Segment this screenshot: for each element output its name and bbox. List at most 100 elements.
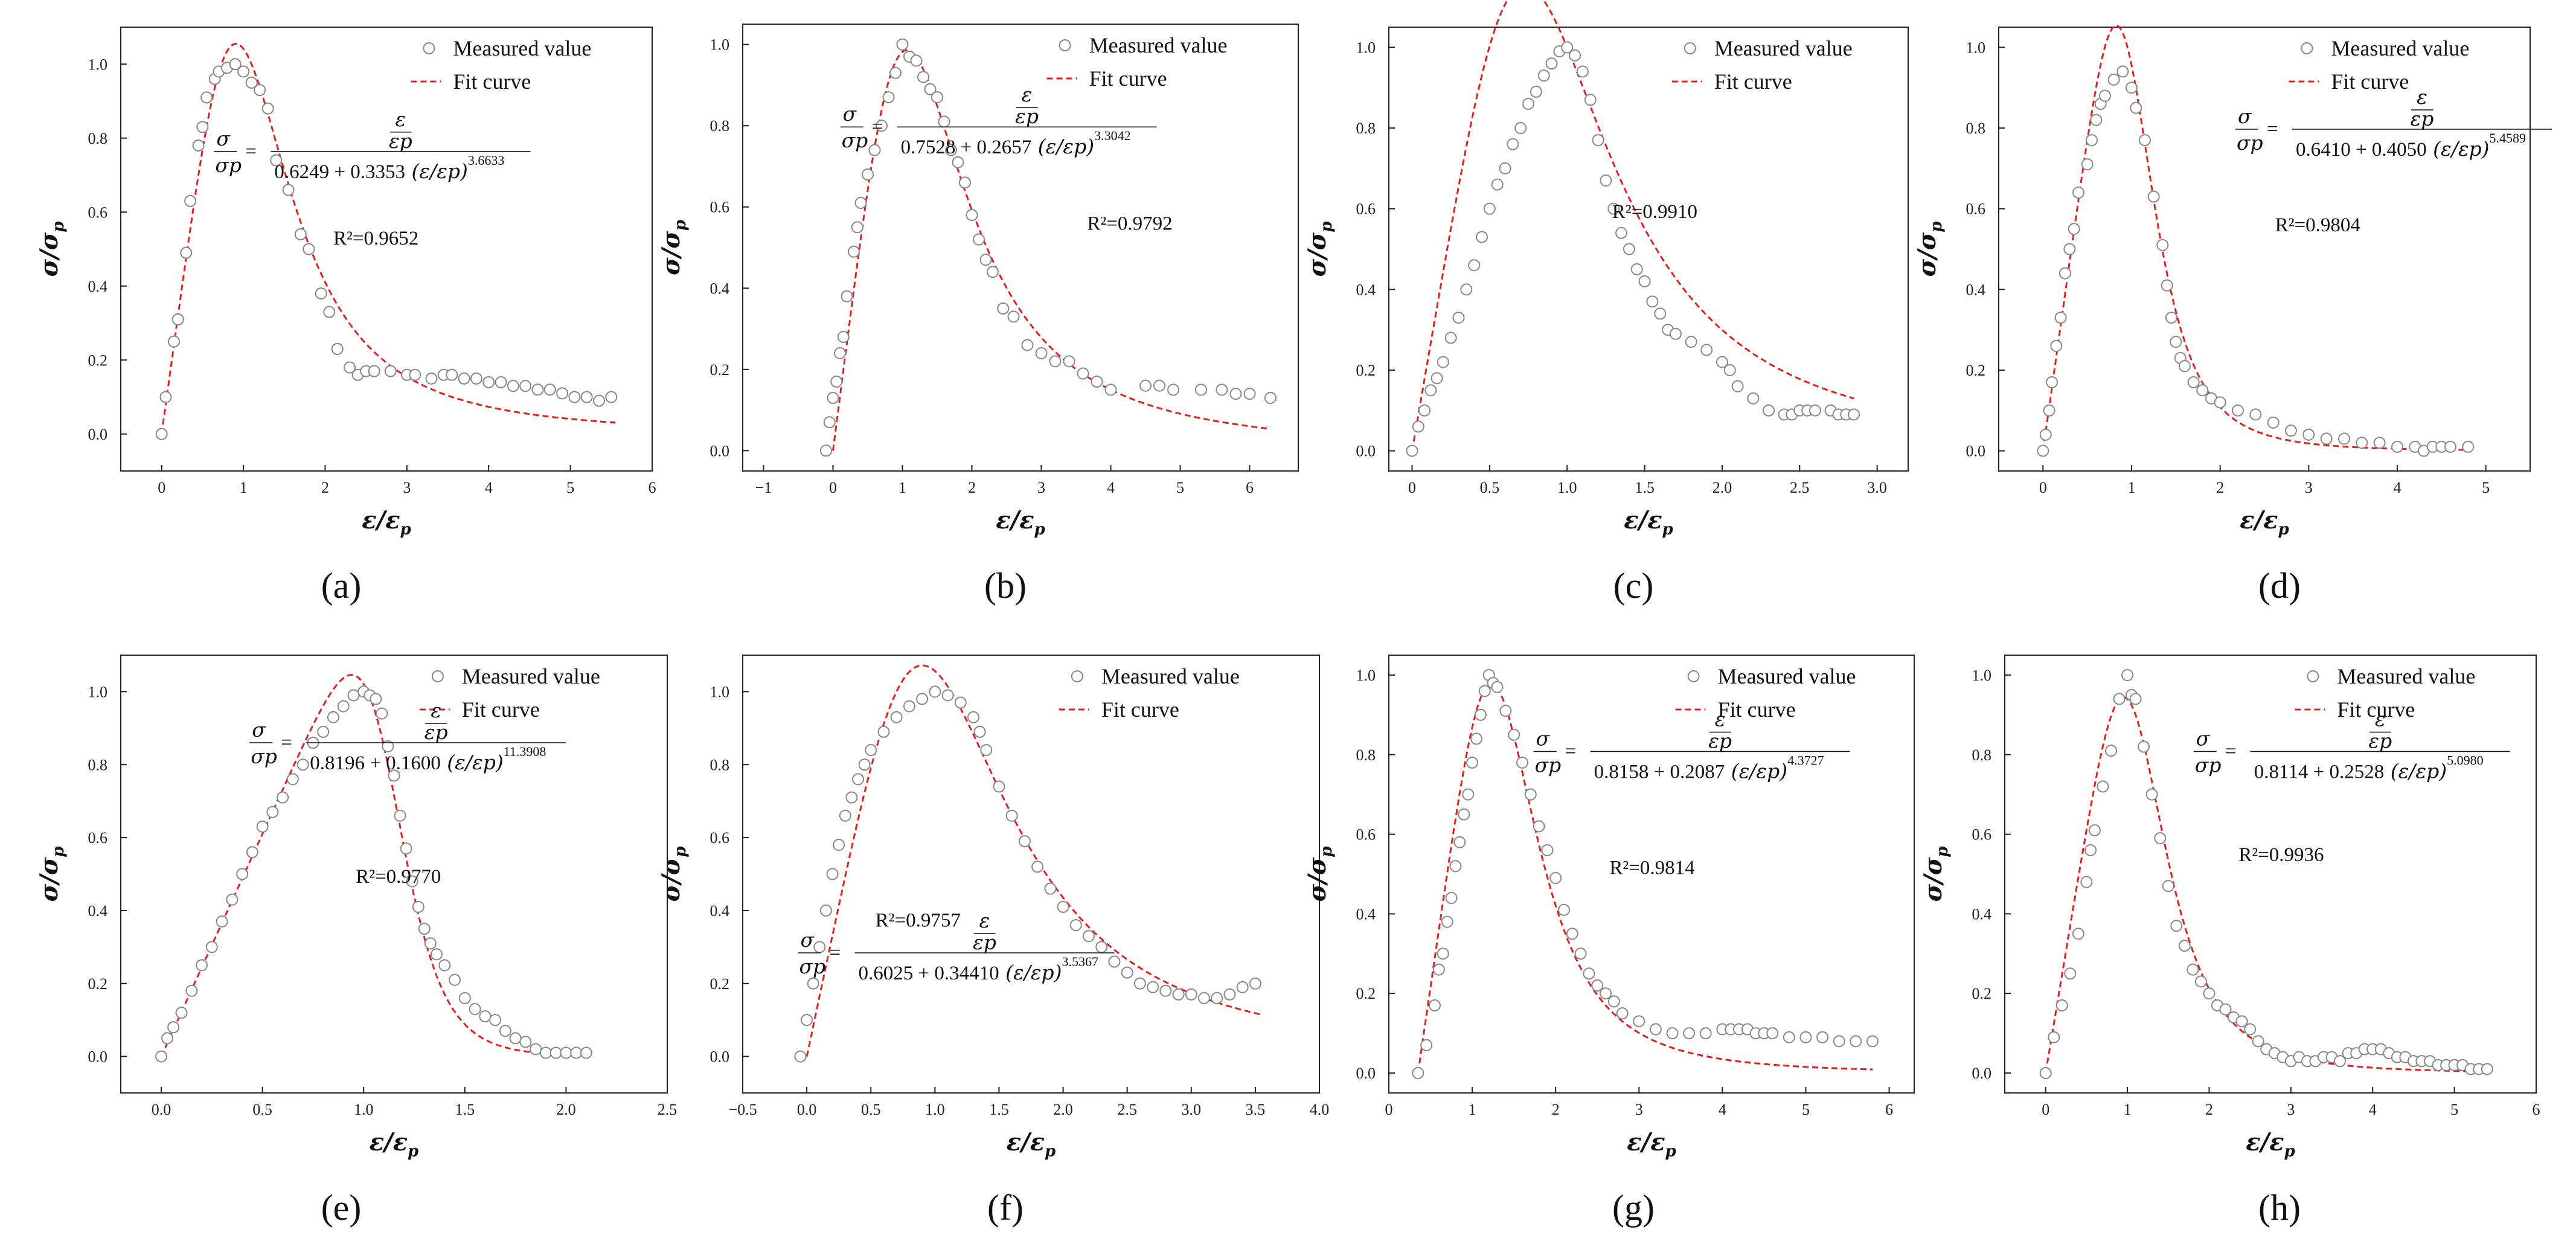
measured-point — [801, 1014, 813, 1027]
y-tick-label: 0.2 — [1356, 985, 1376, 1002]
measured-point — [1069, 919, 1082, 932]
measured-point — [2334, 1055, 2347, 1068]
x-tick-label: 0.0 — [797, 1101, 817, 1118]
measured-point — [155, 1050, 168, 1063]
formula-num-epsp: εp — [2368, 729, 2392, 753]
x-tick-label: 3 — [1635, 1101, 1643, 1118]
measured-point — [1412, 1067, 1424, 1080]
measured-point — [938, 115, 950, 128]
measured-point — [430, 948, 443, 961]
formula-sigma-p: σp — [842, 129, 868, 152]
plot-frame — [2004, 655, 2537, 1094]
chart-d: 0 1 2 3 4 5 0.0 0.2 0.4 0.6 0.8 1.0 ε/εp σ/σp Measured… — [1913, 24, 2552, 606]
plot-frame — [120, 27, 653, 472]
formula-num-eps: ε — [979, 909, 990, 932]
measured-point — [337, 700, 350, 713]
measured-point — [2138, 740, 2150, 753]
y-tick-label: 0.8 — [88, 756, 108, 774]
measured-point — [560, 1046, 572, 1059]
measured-point — [184, 194, 197, 207]
measured-point — [376, 707, 388, 720]
r-squared: R²=0.9804 — [2275, 214, 2360, 236]
measured-point — [2081, 158, 2094, 171]
measured-point — [917, 71, 929, 83]
measured-point — [2090, 114, 2103, 126]
measured-point — [175, 1007, 188, 1019]
x-tick-label: 4 — [1719, 1101, 1726, 1118]
measured-point — [1584, 94, 1597, 106]
formula-num-epsp: εp — [2411, 107, 2434, 130]
x-tick-label: 2 — [1552, 1101, 1560, 1118]
x-tick-label: 4 — [485, 479, 493, 496]
measured-point — [580, 1046, 592, 1059]
formula-equals: = — [872, 116, 883, 138]
r-squared: R²=0.9910 — [1612, 201, 1697, 223]
measured-point — [2373, 437, 2386, 449]
measured-point — [446, 368, 458, 381]
measured-point — [2068, 223, 2080, 235]
formula-num-eps: ε — [1022, 83, 1033, 106]
measured-point — [1607, 995, 1620, 1008]
formula-denominator: 0.8114 + 0.2528 (ε/εp)5.0980 — [2254, 753, 2484, 783]
formula-sigma: σ — [1536, 727, 1551, 751]
y-tick-label: 0.0 — [88, 1048, 108, 1066]
measured-point — [876, 120, 888, 132]
measured-point — [2088, 824, 2101, 836]
formula-denominator: 0.6410 + 0.4050 (ε/εp)5.4589 — [2296, 130, 2526, 161]
measured-point — [168, 335, 180, 348]
measured-point — [196, 121, 209, 133]
measured-point — [1809, 404, 1821, 417]
y-tick-label: 0.2 — [88, 351, 108, 369]
formula-sigma: σ — [216, 127, 231, 150]
measured-point — [839, 809, 851, 822]
measured-point — [1583, 967, 1595, 980]
measured-point — [370, 693, 382, 705]
y-tick-label: 0.6 — [88, 829, 108, 847]
measured-point — [1491, 178, 1504, 191]
measured-point — [1091, 376, 1103, 388]
y-axis-label: σ/σp — [35, 222, 68, 277]
y-tick-label: 0.6 — [1966, 200, 1986, 218]
y-tick-label: 0.4 — [710, 280, 730, 297]
measured-point — [327, 711, 339, 723]
measured-point — [1615, 226, 1628, 239]
x-tick-label: 3.0 — [1867, 479, 1887, 496]
measured-point — [865, 744, 877, 757]
y-tick-label: 0.6 — [1356, 826, 1376, 844]
x-tick-label: 1 — [2128, 479, 2136, 496]
y-tick-label: 0.8 — [710, 117, 730, 135]
x-tick-label: 2.0 — [1713, 479, 1732, 496]
measured-point — [1035, 347, 1048, 359]
measured-point — [2165, 312, 2177, 324]
measured-point — [1630, 263, 1643, 275]
formula-num-eps: ε — [396, 107, 406, 131]
measured-point — [167, 1021, 180, 1034]
measured-point — [2156, 239, 2169, 251]
y-tick-label: 0.0 — [710, 442, 730, 460]
y-tick-label: 0.2 — [710, 975, 730, 993]
measured-point — [1514, 122, 1527, 135]
measured-point — [2064, 967, 2077, 980]
formula-sigma-p: σp — [215, 153, 242, 177]
formula-sigma: σ — [2196, 727, 2211, 751]
y-tick-label: 0.8 — [1356, 120, 1376, 137]
measured-point — [294, 228, 307, 240]
measured-point — [941, 689, 954, 702]
measured-point — [1592, 134, 1604, 147]
y-tick-label: 1.0 — [710, 683, 730, 700]
measured-point — [507, 380, 519, 392]
measured-point — [1077, 367, 1089, 380]
measured-point — [394, 809, 406, 822]
measured-point — [568, 391, 581, 403]
x-tick-label: 1.0 — [354, 1101, 374, 1118]
measured-point — [2130, 101, 2142, 114]
measured-point — [499, 1025, 511, 1037]
y-tick-label: 1.0 — [88, 56, 108, 73]
measured-point — [344, 361, 356, 374]
measured-point — [1108, 955, 1121, 968]
measured-point — [1063, 355, 1075, 368]
measured-point — [2055, 999, 2068, 1011]
r-squared: R²=0.9770 — [356, 866, 441, 888]
panel-label: (g) — [1612, 1188, 1655, 1228]
